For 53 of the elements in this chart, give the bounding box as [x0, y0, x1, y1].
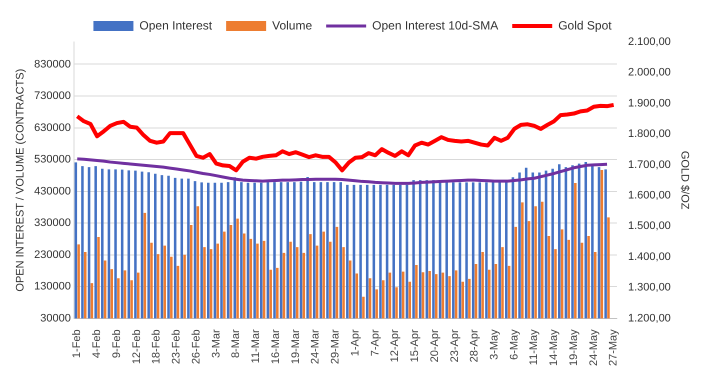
x-tick-label: 15-Apr — [409, 329, 422, 362]
y-axis-title: OPEN INTEREST / VOLUME (CONTRACTS) — [14, 68, 27, 292]
x-tick-label: 12-Apr — [389, 329, 402, 362]
x-tick-label: 6-May — [508, 328, 520, 360]
y-tick-label: 730000 — [34, 90, 71, 102]
y-tick-label: 830000 — [34, 58, 71, 70]
y2-tick-label: 1.400,00 — [628, 250, 671, 263]
x-tick-label: 11-May — [528, 328, 540, 366]
x-tick-label: 3-May — [488, 328, 500, 360]
x-tick-label: 20-Apr — [428, 329, 441, 362]
y-tick-label: 430000 — [34, 185, 71, 198]
x-tick-label: 19-Mar — [290, 328, 302, 364]
x-tick-label: 4-Feb — [91, 329, 104, 358]
y2-tick-label: 2.100,00 — [628, 36, 671, 48]
legend-label: Volume — [272, 18, 312, 32]
legend-label: Open Interest 10d-SMA — [372, 18, 498, 32]
y2-axis-title: GOLD $/OZ — [678, 150, 690, 210]
y2-tick-label: 1.500,00 — [628, 220, 671, 232]
y2-tick-label: 1.600,00 — [628, 190, 671, 202]
x-tick-label: 1-Feb — [71, 329, 84, 358]
x-tick-label: 14-May — [548, 328, 560, 366]
x-tick-label: 19-May — [568, 328, 580, 366]
x-tick-label: 23-Apr — [448, 329, 461, 362]
y-tick-label: 530000 — [34, 154, 71, 166]
y2-tick-label: 1.300,00 — [628, 282, 671, 294]
y2-tick-label: 1.800,00 — [628, 128, 671, 140]
x-tick-label: 18-Feb — [150, 329, 163, 364]
x-tick-label: 1-Apr — [349, 328, 362, 356]
y-tick-label: 230000 — [34, 248, 71, 261]
y-tick-label: 130000 — [34, 280, 71, 293]
x-tick-label: 16-Mar — [270, 328, 282, 364]
x-tick-label: 3-Mar — [210, 328, 222, 358]
x-tick-label: 9-Feb — [110, 329, 123, 358]
x-tick-label: 11-Mar — [250, 328, 262, 364]
y-tick-label: 330000 — [34, 217, 71, 230]
y-tick-label: 630000 — [34, 122, 71, 134]
y2-tick-label: 1.200,00 — [628, 312, 671, 324]
y-tick-label: 30000 — [40, 312, 71, 324]
x-tick-label: 24-Mar — [310, 328, 322, 364]
x-tick-label: 12-Feb — [130, 329, 143, 364]
x-tick-label: 28-Apr — [468, 329, 481, 362]
x-tick-label: 29-Mar — [330, 328, 342, 364]
y2-tick-label: 1.700,00 — [628, 158, 671, 171]
x-tick-label: 23-Feb — [170, 329, 183, 364]
x-tick-label: 26-Feb — [190, 329, 202, 364]
x-tick-label: 7-Apr — [369, 328, 382, 356]
legend-label: Open Interest — [139, 18, 213, 32]
x-tick-label: 24-May — [588, 328, 600, 366]
x-tick-label: 8-Mar — [230, 328, 242, 358]
legend-label: Gold Spot — [558, 18, 612, 32]
x-tick-label: 27-May — [608, 328, 620, 366]
y2-tick-label: 2.000,00 — [628, 66, 671, 79]
y2-tick-label: 1.900,00 — [628, 97, 671, 110]
